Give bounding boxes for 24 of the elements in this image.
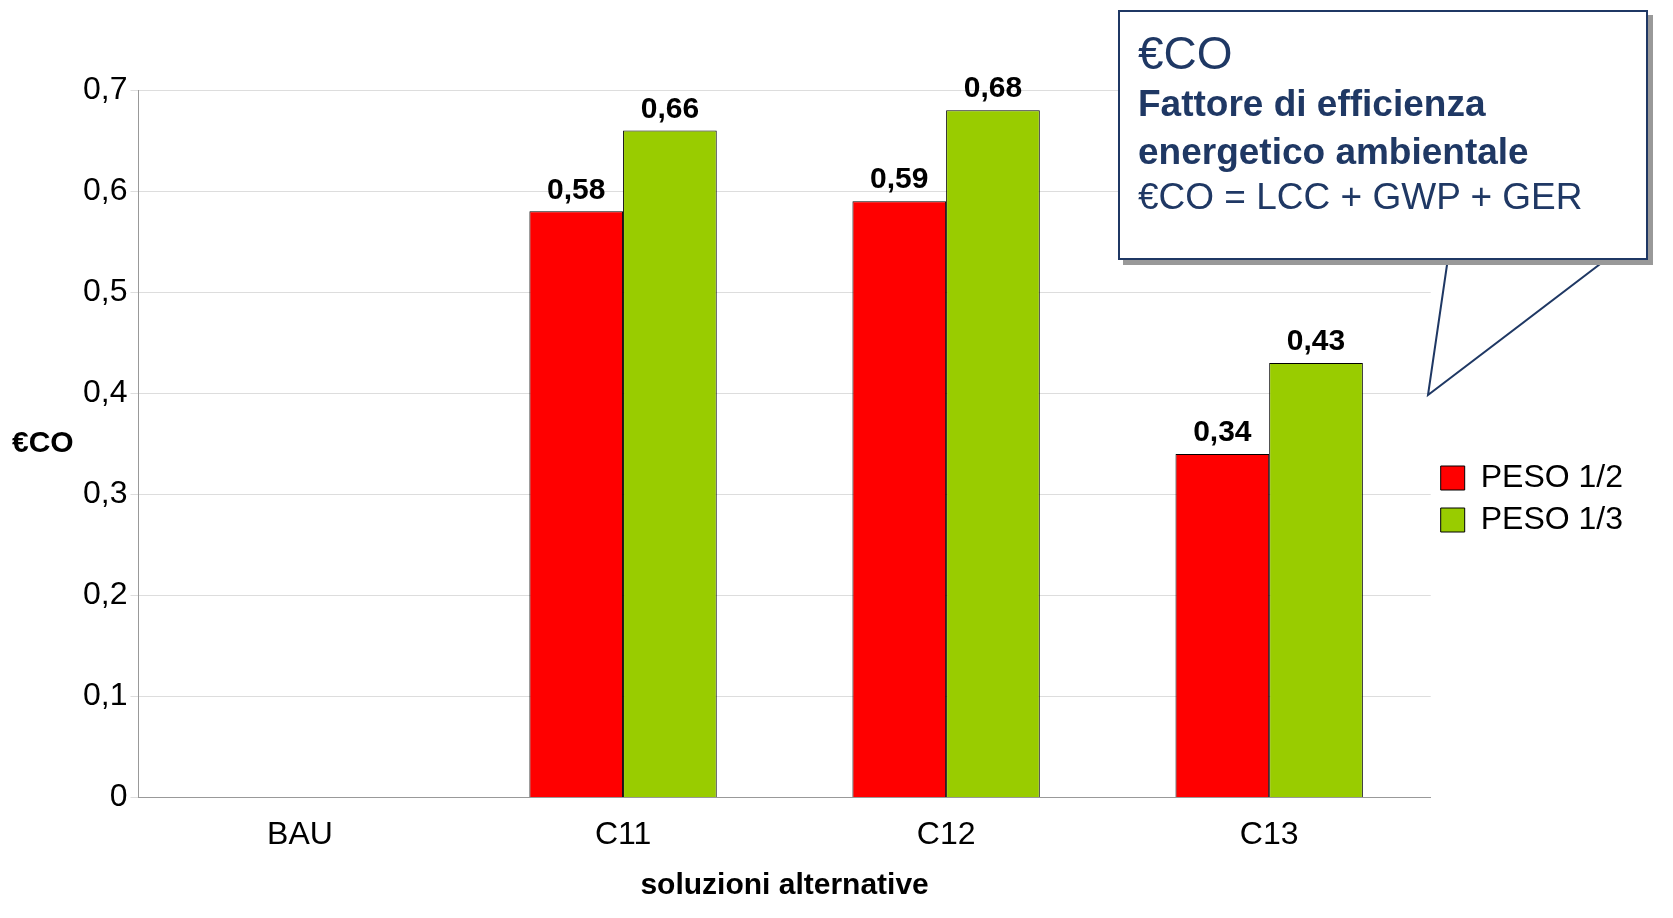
y-tick-label: 0,2 <box>83 575 128 612</box>
x-tick-label: C13 <box>1239 814 1299 851</box>
y-tick-label: 0,5 <box>83 272 128 308</box>
y-axis-title: €CO <box>12 425 74 459</box>
x-tick-label: C11 <box>594 814 652 851</box>
annotation: €CO = LCC + GWP + GER <box>1138 176 1584 219</box>
y-tick-label: 0,4 <box>83 373 128 410</box>
y-tick-label: 0,7 <box>83 69 128 106</box>
legend-label: PESO 1/3 <box>1480 499 1623 536</box>
data-label: 0,58 <box>547 171 606 205</box>
data-label: 0,68 <box>963 70 1023 104</box>
data-label: 0,34 <box>1193 414 1252 448</box>
x-tick-label: C12 <box>916 814 976 851</box>
legend-label: PESO 1/2 <box>1480 457 1623 494</box>
y-tick-label: 0 <box>109 777 128 814</box>
x-axis-title: soluzioni alternative <box>640 867 929 901</box>
y-tick-label: 0,1 <box>83 676 128 713</box>
annotation: Fattore di efficienza energetico ambientale <box>1138 82 1530 175</box>
data-label: 0,43 <box>1286 323 1346 357</box>
y-tick-label: 0,3 <box>83 474 128 511</box>
y-tick-label: 0,6 <box>83 170 128 207</box>
x-tick-label: BAU <box>267 814 333 851</box>
data-label: 0,59 <box>870 161 929 195</box>
data-label: 0,66 <box>640 90 700 124</box>
